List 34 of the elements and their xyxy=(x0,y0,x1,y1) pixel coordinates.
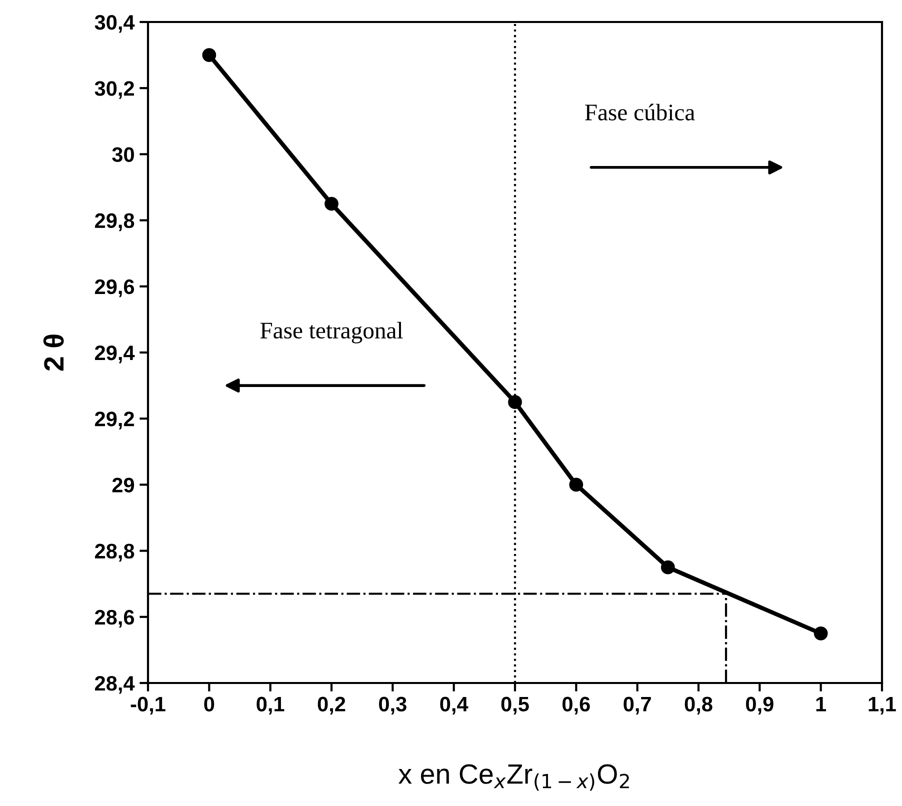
annotation: Fase tetragonal xyxy=(260,322,403,344)
y-tick-label: 28,4 xyxy=(94,676,135,694)
x-tick-label: 0,7 xyxy=(624,696,651,715)
y-tick-label: 29,4 xyxy=(94,346,135,364)
x-tick-label: 0,2 xyxy=(318,696,346,715)
y-tick-label: 28,6 xyxy=(94,610,134,628)
point xyxy=(814,626,828,640)
y-axis-title: 2 θ xyxy=(43,334,64,371)
x-tick-label: 0,6 xyxy=(562,696,590,715)
y-tick-label: 29,8 xyxy=(94,213,134,232)
point xyxy=(660,560,675,574)
point xyxy=(569,478,584,492)
x-tick-label: 0,5 xyxy=(501,696,529,715)
x-tick-label: 1 xyxy=(816,696,826,712)
point xyxy=(508,395,522,410)
y-tick-label: 30 xyxy=(112,147,134,162)
y-tick-label: 28,8 xyxy=(94,544,134,562)
point xyxy=(324,196,338,211)
x-tick-label: 0,9 xyxy=(746,696,774,715)
point xyxy=(202,48,216,62)
x-tick-label: 0 xyxy=(204,696,214,712)
x-tick-label: 0,8 xyxy=(684,696,712,715)
x-tick-label: -0,1 xyxy=(130,696,166,715)
y-tick-label: 30,2 xyxy=(94,81,134,99)
annotation: Fase cúbica xyxy=(585,104,695,120)
x-tick-label: 0,4 xyxy=(440,696,468,715)
x-axis-title: x en Ce$_{x}$Zr$_{(1−x)}$O$_{2}$ xyxy=(398,764,629,791)
y-tick-label: 29,6 xyxy=(94,279,134,298)
x-tick-label: 1,1 xyxy=(868,696,896,715)
y-tick-label: 29 xyxy=(112,478,134,492)
x-tick-label: 0,3 xyxy=(379,696,406,715)
y-tick-label: 30,4 xyxy=(94,15,135,33)
x-tick-label: 0,1 xyxy=(256,696,284,715)
y-tick-label: 29,2 xyxy=(94,412,134,430)
